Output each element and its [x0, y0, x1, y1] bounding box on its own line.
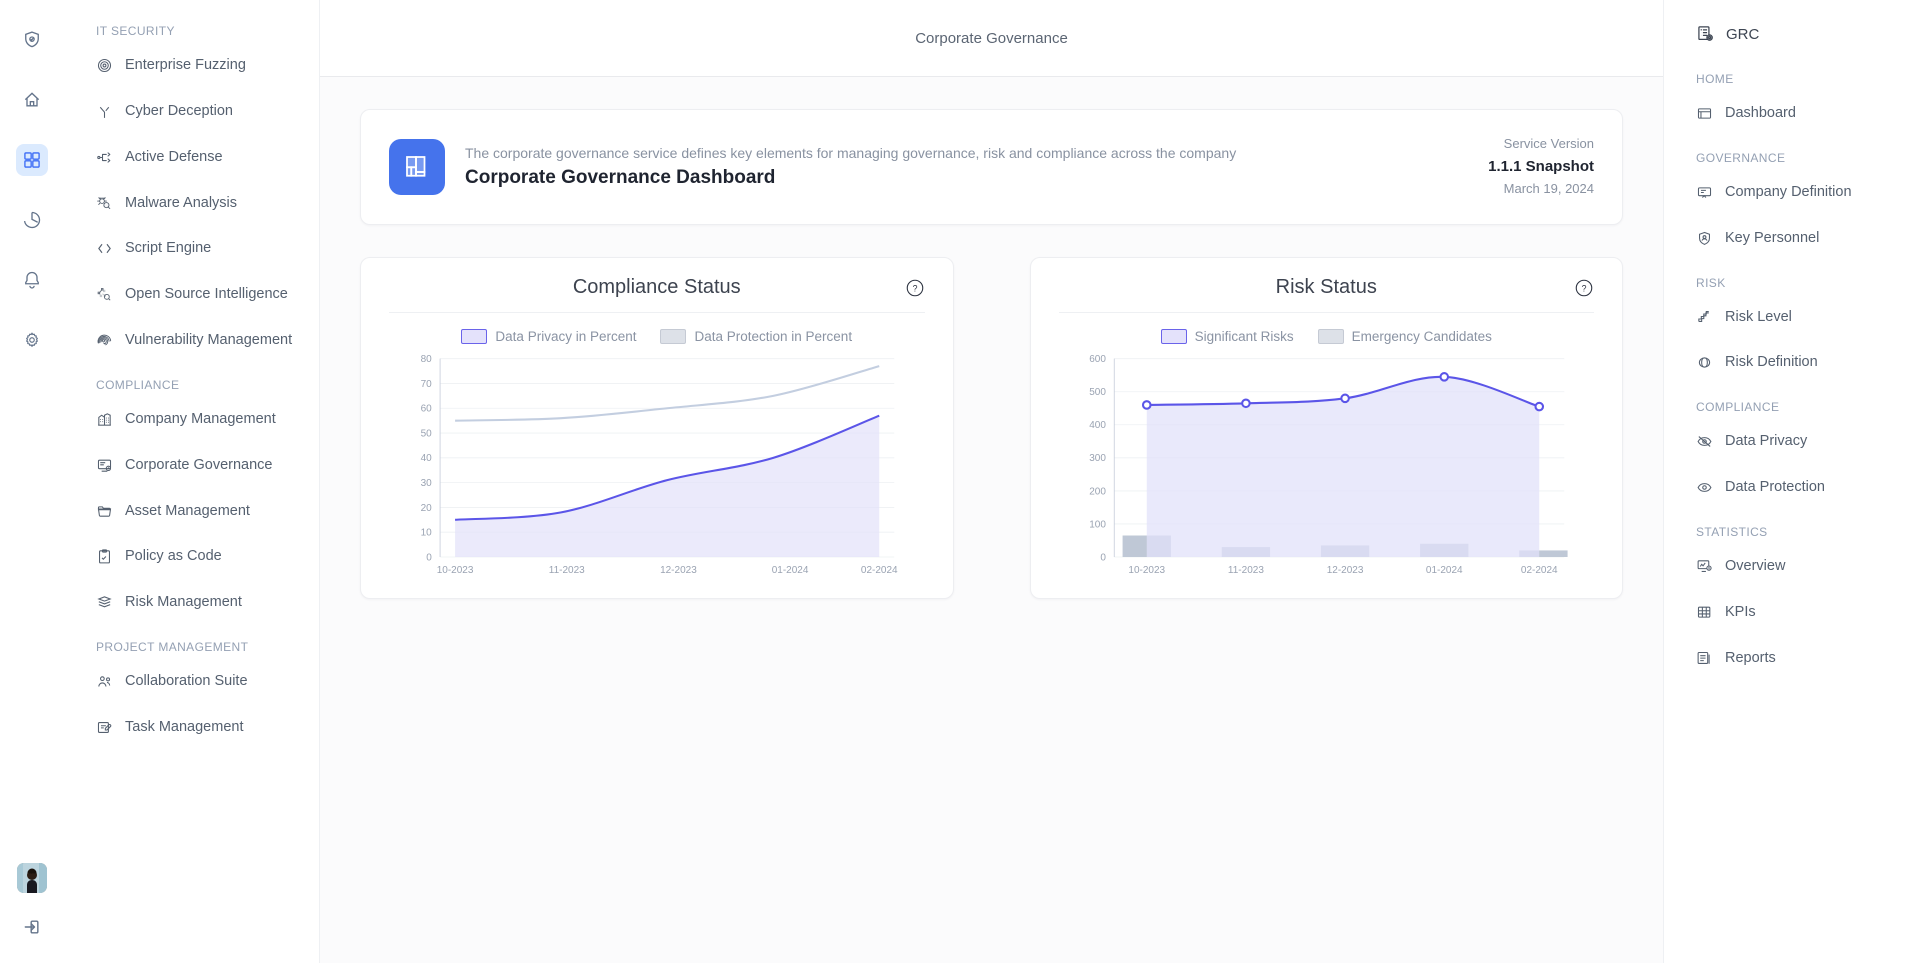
svg-text:40: 40 [421, 453, 433, 464]
svg-text:?: ? [912, 283, 917, 293]
svg-text:20: 20 [421, 502, 433, 513]
svg-text:0: 0 [426, 552, 432, 563]
svg-text:10: 10 [421, 527, 433, 538]
svg-text:01-2024: 01-2024 [772, 564, 809, 575]
svg-text:100: 100 [1089, 519, 1106, 530]
svg-text:0: 0 [1100, 552, 1106, 563]
svg-text:600: 600 [1089, 354, 1106, 365]
svg-text:70: 70 [421, 378, 433, 389]
svg-text:11-2023: 11-2023 [1227, 564, 1263, 575]
svg-text:10-2023: 10-2023 [437, 564, 474, 575]
svg-text:500: 500 [1089, 387, 1106, 398]
svg-text:200: 200 [1089, 486, 1106, 497]
svg-text:02-2024: 02-2024 [861, 564, 898, 575]
svg-text:01-2024: 01-2024 [1425, 564, 1462, 575]
svg-text:60: 60 [421, 403, 433, 414]
svg-text:10-2023: 10-2023 [1128, 564, 1165, 575]
svg-text:300: 300 [1089, 453, 1106, 464]
svg-text:?: ? [1582, 283, 1587, 293]
svg-text:400: 400 [1089, 420, 1106, 431]
svg-text:02-2024: 02-2024 [1520, 564, 1557, 575]
svg-text:12-2023: 12-2023 [1326, 564, 1363, 575]
svg-text:50: 50 [421, 428, 433, 439]
svg-text:11-2023: 11-2023 [549, 564, 585, 575]
svg-text:12-2023: 12-2023 [660, 564, 697, 575]
svg-text:80: 80 [421, 354, 433, 365]
svg-text:30: 30 [421, 478, 433, 489]
